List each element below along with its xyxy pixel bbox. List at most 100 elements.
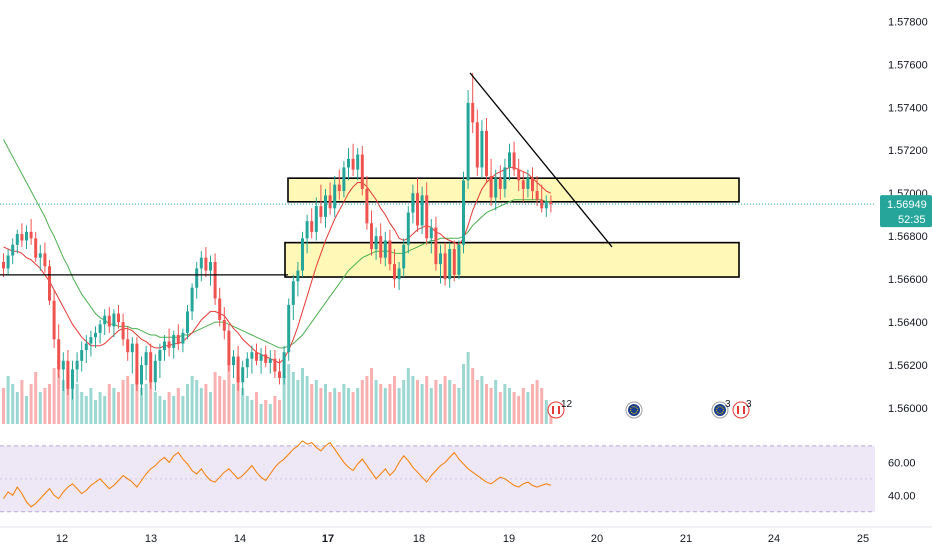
- candle-body: [356, 154, 360, 170]
- volume-bar: [15, 392, 19, 424]
- candle-body: [34, 238, 38, 258]
- volume-bar: [388, 384, 392, 424]
- candle-body: [370, 223, 373, 250]
- candle-body: [259, 354, 263, 361]
- zone-rectangle[interactable]: [287, 177, 740, 203]
- price-tick-label: 1.56600: [888, 274, 928, 286]
- candle-body: [236, 356, 240, 383]
- candle-body: [43, 253, 47, 267]
- drawings[interactable]: [0, 72, 875, 276]
- candle-body: [521, 180, 525, 189]
- trendline[interactable]: [469, 72, 613, 248]
- time-tick-label: 13: [145, 533, 157, 545]
- candle-body: [241, 367, 245, 383]
- volume-bar: [526, 392, 530, 424]
- volume-bar: [89, 388, 93, 424]
- candle-body: [489, 176, 493, 198]
- time-tick-label: 17: [322, 533, 334, 545]
- rsi-panel: [0, 445, 875, 513]
- volume-bar: [508, 388, 511, 424]
- volume-bar: [268, 404, 272, 424]
- volume-bar: [333, 388, 337, 424]
- candle-body: [480, 130, 484, 168]
- candle-body: [135, 343, 139, 385]
- candle-body: [15, 234, 19, 245]
- candle-body: [411, 193, 415, 213]
- moving-averages: [3, 139, 552, 364]
- event-markers[interactable]: 12 3 3: [547, 399, 752, 419]
- volume-bar: [517, 396, 521, 424]
- volume-bar: [112, 388, 116, 424]
- candle-body: [255, 352, 258, 361]
- candle-body: [11, 244, 15, 256]
- volume-bar: [347, 388, 350, 424]
- volume-bar: [149, 380, 153, 424]
- volume-bar: [296, 380, 300, 424]
- candle-body: [20, 234, 24, 241]
- volume-bar: [186, 384, 189, 424]
- price-tick-label: 1.57200: [888, 145, 928, 157]
- volume-bar: [324, 384, 327, 424]
- candle-body: [296, 270, 300, 282]
- zones[interactable]: [284, 177, 740, 278]
- volume-bar: [264, 400, 268, 424]
- current-price-tag[interactable]: [880, 195, 932, 228]
- candle-body: [144, 352, 148, 366]
- volume-bar: [227, 364, 231, 424]
- volume-bar: [540, 388, 544, 424]
- volume-bar: [489, 388, 493, 424]
- candle-body: [107, 315, 111, 327]
- candle-body: [544, 201, 548, 209]
- candle-body: [98, 324, 102, 333]
- candle-body: [475, 122, 479, 168]
- candle-body: [324, 195, 327, 217]
- candle-body: [190, 287, 194, 312]
- volume-bar: [393, 376, 396, 424]
- volume-bar: [416, 380, 419, 424]
- volume-bar: [190, 376, 194, 424]
- volume-bar: [176, 388, 180, 424]
- time-axis[interactable]: 12 13 14 17 18 19 20 21 24 25: [0, 526, 932, 545]
- candle-body: [443, 253, 447, 280]
- ma-fast-line: [3, 166, 552, 364]
- volume-bar: [531, 384, 534, 424]
- volume-bar: [144, 384, 148, 424]
- candle-body: [112, 313, 116, 327]
- event-count-label: 12: [561, 399, 573, 410]
- candle-body: [232, 356, 235, 366]
- volume-bar: [259, 404, 263, 424]
- volume-bar: [29, 384, 33, 424]
- volume-bar: [337, 392, 341, 424]
- event-flag-white-icon: [739, 406, 743, 414]
- candle-body: [351, 158, 355, 170]
- zone-rectangle[interactable]: [284, 241, 740, 278]
- candle-body: [218, 298, 222, 320]
- volume-bar: [351, 392, 355, 424]
- candle-body: [38, 253, 42, 258]
- volume-bar: [471, 368, 475, 424]
- volume-bar: [535, 380, 539, 424]
- event-flag-white-icon: [554, 406, 558, 414]
- volume-bar: [107, 384, 111, 424]
- candle-body: [301, 238, 304, 271]
- price-tick-label: 1.57400: [888, 102, 928, 114]
- volume-bar: [305, 376, 309, 424]
- volume-bar: [98, 392, 102, 424]
- event-globe-inner-icon: [628, 404, 640, 416]
- volume-bar: [117, 392, 120, 424]
- volume-bar: [195, 380, 199, 424]
- candles: [2, 72, 553, 400]
- candle-body: [328, 195, 332, 209]
- candle-body: [268, 358, 272, 363]
- candle-body: [365, 188, 369, 224]
- candle-body: [287, 304, 291, 353]
- candle-body: [420, 195, 424, 226]
- candle-body: [227, 330, 231, 366]
- volume-bar: [310, 384, 314, 424]
- price-axis[interactable]: 1.560001.562001.564001.566001.568001.570…: [880, 16, 932, 502]
- candle-body: [310, 221, 314, 232]
- candle-body: [337, 184, 341, 192]
- volume-bar: [448, 380, 452, 424]
